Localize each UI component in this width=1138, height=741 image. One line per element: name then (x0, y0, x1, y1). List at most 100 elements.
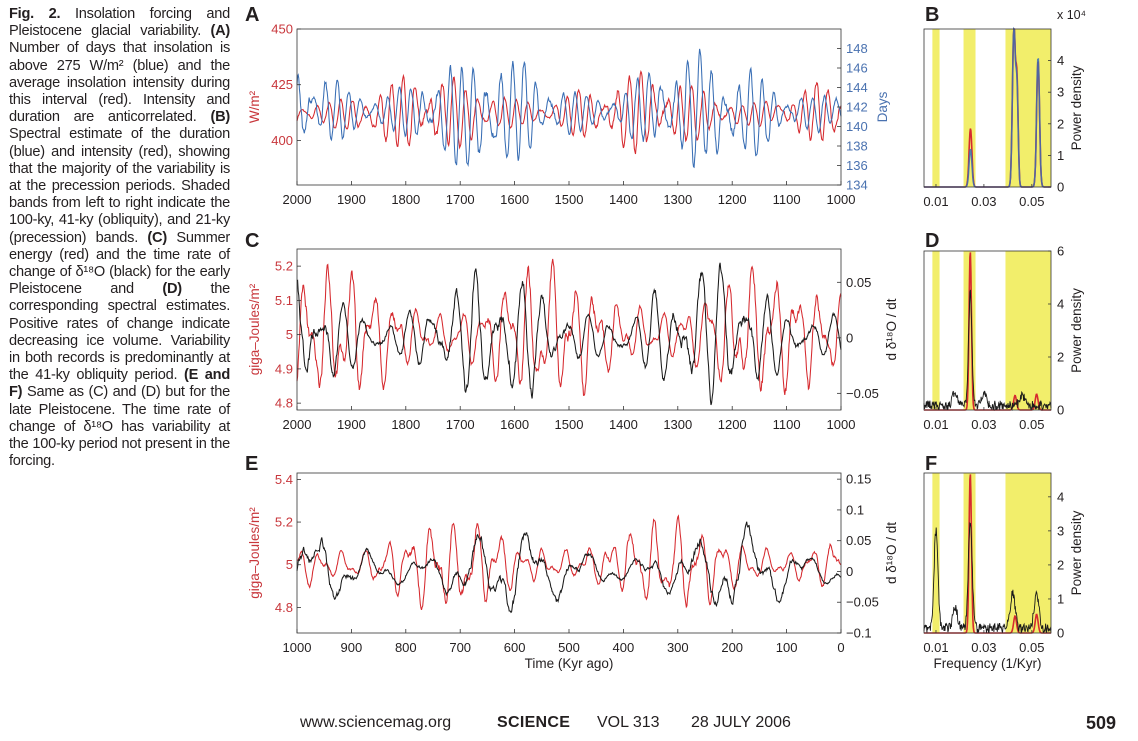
footer-volume: VOL 313 (597, 714, 660, 731)
caption-part-ef-1: Same as (27, 384, 84, 401)
frequency-band (932, 473, 940, 633)
y-right-tick-label: 148 (846, 41, 868, 56)
caption-part-ef-2: and (112, 384, 137, 401)
x-tick-label: 1800 (391, 192, 420, 207)
panel-letter-b: B (925, 4, 939, 26)
plot-frame (296, 472, 842, 634)
panel-letter-f: F (925, 453, 937, 475)
x-tick-label: 1500 (555, 417, 584, 432)
frequency-band (932, 29, 940, 187)
y-scale-label: x 10⁴ (1057, 8, 1086, 22)
x-tick-label: 1500 (555, 192, 584, 207)
frequency-band (963, 29, 976, 187)
y-tick-label: 4 (1057, 489, 1064, 504)
x-tick-label: 0.03 (971, 194, 996, 209)
spectrum-line-black (923, 522, 1052, 634)
x-tick-label: 400 (613, 640, 635, 655)
caption-label: Fig. 2. (9, 6, 61, 22)
y-left-tick-label: 5.2 (275, 259, 293, 274)
x-tick-label: 1100 (773, 417, 801, 432)
y-axis-label: Power density (1069, 65, 1084, 150)
plot-frame (923, 28, 1052, 188)
x-tick-label: 1600 (500, 417, 529, 432)
y-left-tick-label: 4.8 (275, 396, 293, 411)
y-left-axis-label: giga–Joules/m² (247, 507, 262, 599)
y-left-tick-label: 4.8 (275, 600, 293, 615)
y-right-tick-label: 0.1 (846, 502, 864, 517)
panel-letter-a: A (245, 4, 259, 26)
y-tick-label: 1 (1057, 591, 1064, 606)
y-tick-label: 0 (1057, 626, 1064, 641)
x-tick-label: 1700 (446, 192, 475, 207)
x-tick-label: 0.05 (1019, 417, 1044, 432)
y-left-tick-label: 5.4 (275, 472, 293, 487)
y-right-tick-label: 0.15 (846, 472, 871, 487)
x-tick-label: 1900 (337, 192, 366, 207)
y-axis-label: Power density (1069, 510, 1084, 595)
y-right-tick-label: 144 (846, 80, 868, 95)
x-tick-label: 1100 (773, 192, 801, 207)
y-tick-label: 3 (1057, 85, 1064, 100)
y-tick-label: 0 (1057, 403, 1064, 418)
x-tick-label: 0.03 (971, 640, 996, 655)
plot-frame (923, 472, 1052, 634)
x-tick-label: 2000 (283, 417, 312, 432)
x-tick-label: 1200 (718, 417, 747, 432)
x-tick-label: 0.01 (923, 417, 948, 432)
x-tick-label: 900 (341, 640, 363, 655)
y-right-tick-label: 0.05 (846, 533, 871, 548)
y-tick-label: 0 (1057, 180, 1064, 195)
footer-url[interactable]: www.sciencemag.org (300, 714, 452, 731)
y-right-tick-label: 136 (846, 158, 868, 173)
y-tick-label: 2 (1057, 116, 1064, 131)
y-left-tick-label: 5 (286, 557, 293, 572)
figure-caption: Fig. 2. Insolation forcing and Pleistoce… (9, 6, 230, 470)
caption-part-c-letter: (C) (147, 229, 167, 246)
y-left-axis-label: W/m² (247, 90, 262, 123)
x-tick-label: 1000 (827, 417, 856, 432)
panel-c: C 2000 1900 1800 1700 1600 1500 1400 1300 1200 110… (245, 230, 899, 432)
x-tick-label: 0.01 (923, 640, 948, 655)
y-tick-label: 3 (1057, 523, 1064, 538)
y-right-tick-label: 138 (846, 139, 868, 154)
y-right-tick-label: −0.05 (846, 595, 879, 610)
y-right-tick-label: 0 (846, 564, 853, 579)
x-tick-label: 300 (667, 640, 689, 655)
x-tick-label: 800 (395, 640, 417, 655)
y-tick-label: 4 (1057, 297, 1064, 312)
frequency-band (932, 251, 940, 410)
x-tick-label: 1300 (663, 417, 692, 432)
y-right-tick-label: −0.05 (846, 386, 879, 401)
footer-date: 28 JULY 2006 (691, 714, 791, 731)
caption-ref-c: (C) (88, 384, 108, 401)
y-left-tick-label: 5.1 (275, 293, 293, 308)
caption-part-b-letter: (B) (210, 109, 231, 126)
x-tick-label: 0.05 (1019, 194, 1044, 209)
x-tick-label: 700 (449, 640, 471, 655)
plot-frame (296, 248, 842, 411)
caption-part-ef-letters: (E and F) (9, 367, 230, 401)
page-footer: www.sciencemag.org SCIENCE VOL 313 28 JU… (0, 712, 1138, 736)
y-left-tick-label: 4.9 (275, 361, 293, 376)
series-line-black (296, 521, 842, 614)
x-tick-label: 1000 (827, 192, 856, 207)
x-tick-label: 0 (837, 640, 844, 655)
x-tick-label: 1900 (337, 417, 366, 432)
x-axis-label: Time (Kyr ago) (525, 656, 614, 671)
footer-journal: SCIENCE (497, 714, 571, 731)
y-tick-label: 6 (1057, 244, 1064, 259)
plot-frame (923, 250, 1052, 411)
series-line-blue (296, 48, 842, 169)
caption-part-c: Summer energy (red) and the time rate of… (9, 229, 231, 298)
caption-paragraph: Fig. 2. Insolation forcing and Pleistoce… (9, 6, 230, 470)
y-right-tick-label: 146 (846, 61, 868, 76)
x-tick-label: 1800 (391, 417, 420, 432)
y-tick-label: 4 (1057, 53, 1064, 68)
x-tick-label: 1700 (446, 417, 475, 432)
y-right-tick-label: 0 (846, 330, 853, 345)
spectrum-line-black (923, 289, 1052, 412)
x-tick-label: 1600 (500, 192, 529, 207)
